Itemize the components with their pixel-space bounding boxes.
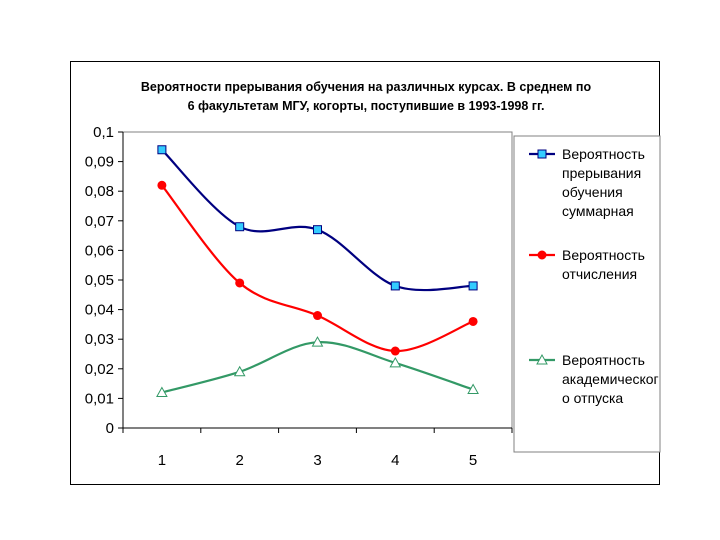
chart-title-line: 6 факультетам МГУ, когорты, поступившие … [188, 99, 545, 113]
legend-label: Вероятность отчисления [562, 247, 645, 282]
data-point [468, 281, 478, 291]
data-point [468, 316, 478, 326]
data-point [157, 180, 167, 190]
legend-item-1: Вероятность прерывания обучения суммарная [529, 146, 645, 219]
x-tick-label: 5 [469, 452, 477, 469]
x-tick-label: 1 [158, 452, 166, 469]
y-tick-label: 0,01 [85, 390, 114, 407]
legend-label: Вероятность академическог о отпуска [562, 352, 659, 406]
x-tick-label: 4 [391, 452, 399, 469]
data-point [157, 145, 167, 155]
series-2 [157, 180, 478, 356]
y-tick-label: 0,04 [85, 302, 114, 319]
data-point [235, 222, 245, 232]
chart-frame: Вероятности прерывания обучения на разли… [70, 61, 661, 485]
data-point [156, 386, 168, 397]
data-point [233, 365, 246, 377]
legend-swatch-marker [537, 149, 547, 159]
data-point [390, 346, 400, 356]
series-3 [156, 336, 479, 397]
y-tick-label: 0,06 [85, 242, 114, 259]
data-point [467, 383, 479, 395]
chart-title-line: Вероятности прерывания обучения на разли… [141, 80, 592, 94]
plot-area [122, 131, 513, 429]
legend-swatch-marker [536, 353, 548, 365]
chart-title: Вероятности прерывания обучения на разли… [141, 80, 592, 113]
data-point [313, 225, 322, 235]
data-point [235, 278, 245, 288]
y-tick-label: 0 [106, 420, 114, 437]
legend-item-3: Вероятность академическог о отпуска [529, 352, 659, 406]
y-tick-label: 0,05 [85, 272, 114, 289]
legend: Вероятность прерывания обучения суммарная Ве… [513, 135, 661, 453]
data-point [390, 281, 400, 291]
legend-item-2: Вероятность отчисления [529, 247, 645, 282]
y-tick-label: 0,08 [85, 183, 114, 200]
line-chart: Вероятности прерывания обучения на разли… [85, 80, 661, 469]
x-tick-label: 2 [236, 452, 244, 469]
y-tick-label: 0,1 [93, 124, 114, 141]
y-tick-label: 0,02 [85, 361, 114, 378]
y-tick-label: 0,09 [85, 154, 114, 171]
series-1 [157, 145, 478, 292]
axes: 0 0,01 0,02 0,03 0,04 0,05 0,06 0,07 0,08 0,09 0,1… [85, 124, 513, 469]
y-tick-label: 0,03 [85, 331, 114, 348]
data-point [313, 311, 322, 321]
y-tick-label: 0,07 [85, 213, 114, 230]
data-point [311, 336, 324, 347]
legend-swatch-marker [537, 250, 547, 260]
x-tick-label: 3 [313, 452, 321, 469]
series-lines [156, 145, 479, 397]
data-point [389, 356, 402, 368]
legend-box [513, 135, 661, 453]
legend-label: Вероятность прерывания обучения суммарная [562, 146, 645, 219]
